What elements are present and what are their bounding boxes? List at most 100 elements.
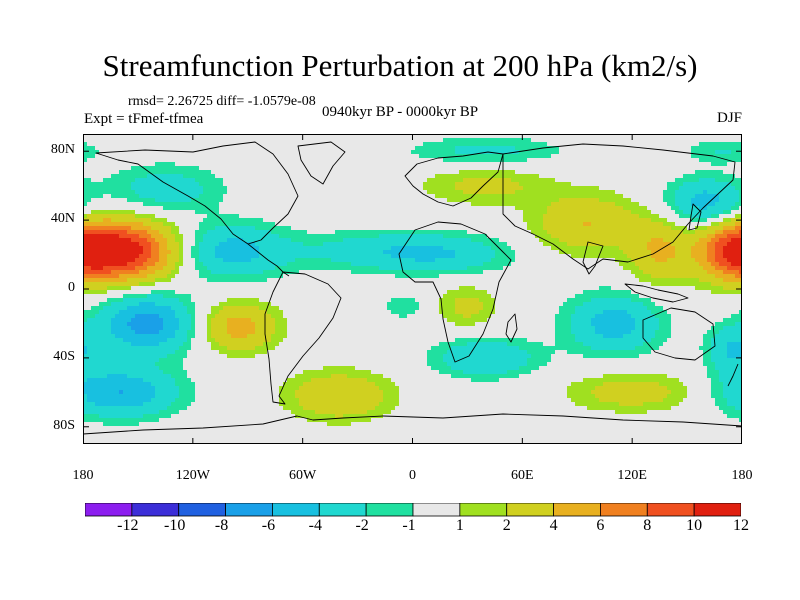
field-cell bbox=[579, 154, 584, 159]
field-cell bbox=[575, 154, 580, 159]
field-cell bbox=[599, 194, 604, 199]
field-cell bbox=[203, 234, 208, 239]
field-cell bbox=[235, 246, 240, 251]
field-cell bbox=[443, 206, 448, 211]
field-cell bbox=[171, 202, 176, 207]
field-cell bbox=[83, 182, 88, 187]
field-cell bbox=[115, 222, 120, 227]
field-cell bbox=[451, 190, 456, 195]
field-cell bbox=[111, 146, 116, 151]
field-cell bbox=[427, 250, 432, 255]
field-cell bbox=[103, 202, 108, 207]
field-cell bbox=[115, 186, 120, 191]
field-cell bbox=[471, 186, 476, 191]
field-cell bbox=[459, 194, 464, 199]
field-cell bbox=[135, 214, 140, 219]
field-cell bbox=[727, 198, 732, 203]
field-cell bbox=[203, 242, 208, 247]
field-cell bbox=[175, 206, 180, 211]
field-cell bbox=[651, 222, 656, 227]
field-cell bbox=[443, 230, 448, 235]
field-cell bbox=[207, 182, 212, 187]
field-cell bbox=[215, 218, 220, 223]
field-cell bbox=[627, 134, 632, 139]
field-cell bbox=[487, 138, 492, 143]
field-cell bbox=[255, 182, 260, 187]
field-cell bbox=[191, 158, 196, 163]
field-cell bbox=[659, 226, 664, 231]
field-cell bbox=[439, 174, 444, 179]
field-cell bbox=[347, 174, 352, 179]
field-cell bbox=[263, 226, 268, 231]
field-cell bbox=[255, 230, 260, 235]
field-cell bbox=[155, 182, 160, 187]
field-cell bbox=[391, 210, 396, 215]
field-cell bbox=[659, 194, 664, 199]
field-cell bbox=[247, 158, 252, 163]
field-cell bbox=[319, 142, 324, 147]
field-cell bbox=[215, 222, 220, 227]
field-cell bbox=[203, 170, 208, 175]
field-cell bbox=[603, 246, 608, 251]
field-cell bbox=[403, 246, 408, 251]
field-cell bbox=[703, 198, 708, 203]
field-cell bbox=[111, 218, 116, 223]
field-cell bbox=[387, 194, 392, 199]
field-cell bbox=[211, 198, 216, 203]
field-cell bbox=[591, 154, 596, 159]
field-cell bbox=[739, 194, 742, 199]
field-cell bbox=[487, 146, 492, 151]
field-cell bbox=[275, 162, 280, 167]
field-cell bbox=[707, 146, 712, 151]
field-cell bbox=[463, 218, 468, 223]
field-cell bbox=[207, 154, 212, 159]
field-cell bbox=[383, 138, 388, 143]
field-cell bbox=[679, 146, 684, 151]
field-cell bbox=[139, 190, 144, 195]
field-cell bbox=[235, 178, 240, 183]
field-cell bbox=[415, 238, 420, 243]
field-cell bbox=[267, 158, 272, 163]
field-cell bbox=[611, 166, 616, 171]
field-cell bbox=[707, 134, 712, 139]
field-cell bbox=[375, 246, 380, 251]
field-cell bbox=[247, 226, 252, 231]
field-cell bbox=[671, 218, 676, 223]
field-cell bbox=[659, 162, 664, 167]
field-cell bbox=[607, 138, 612, 143]
field-cell bbox=[599, 190, 604, 195]
field-cell bbox=[699, 182, 704, 187]
field-cell bbox=[419, 154, 424, 159]
field-cell bbox=[323, 170, 328, 175]
field-cell bbox=[311, 242, 316, 247]
field-cell bbox=[663, 190, 668, 195]
field-cell bbox=[507, 154, 512, 159]
field-cell bbox=[447, 210, 452, 215]
field-cell bbox=[311, 190, 316, 195]
field-cell bbox=[159, 242, 164, 247]
field-cell bbox=[199, 242, 204, 247]
field-cell bbox=[603, 186, 608, 191]
field-cell bbox=[699, 170, 704, 175]
field-cell bbox=[651, 250, 656, 255]
field-cell bbox=[235, 162, 240, 167]
field-cell bbox=[255, 134, 260, 139]
field-cell bbox=[399, 162, 404, 167]
field-cell bbox=[679, 182, 684, 187]
field-cell bbox=[99, 182, 104, 187]
field-cell bbox=[655, 194, 660, 199]
field-cell bbox=[279, 234, 284, 239]
field-cell bbox=[223, 162, 228, 167]
field-cell bbox=[95, 226, 100, 231]
field-cell bbox=[363, 182, 368, 187]
field-cell bbox=[459, 214, 464, 219]
field-cell bbox=[271, 214, 276, 219]
field-cell bbox=[91, 134, 96, 139]
field-cell bbox=[155, 166, 160, 171]
field-cell bbox=[407, 158, 412, 163]
field-cell bbox=[587, 210, 592, 215]
field-cell bbox=[331, 182, 336, 187]
field-cell bbox=[655, 226, 660, 231]
field-cell bbox=[595, 226, 600, 231]
field-cell bbox=[239, 206, 244, 211]
